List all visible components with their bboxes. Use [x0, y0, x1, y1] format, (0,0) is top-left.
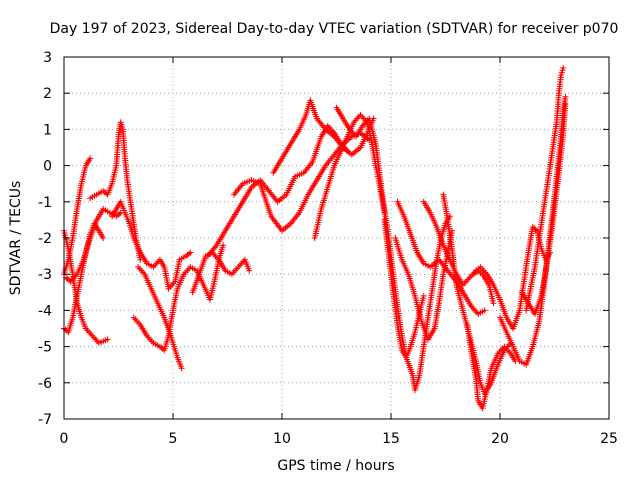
- series-arc-18: [420, 198, 497, 307]
- data-point-marker: [490, 300, 497, 307]
- y-tick-label: 2: [43, 86, 52, 102]
- series-arc-7: [130, 242, 227, 354]
- x-tick-label: 15: [382, 431, 400, 447]
- y-tick-label: 0: [43, 159, 52, 175]
- grid: [64, 57, 609, 419]
- y-tick-label: -4: [38, 303, 52, 319]
- data-point-marker: [220, 242, 227, 249]
- data-point-marker: [562, 93, 569, 100]
- series-arc-15: [381, 216, 427, 361]
- data-point-marker: [420, 292, 427, 299]
- data-point-marker: [481, 307, 488, 314]
- y-tick-label: 3: [43, 50, 52, 66]
- x-tick-label: 10: [273, 431, 291, 447]
- y-tick-labels: -7 -6 -5 -4 -3 -2 -1 0 1 2 3: [38, 50, 52, 428]
- y-axis-label: SDTVAR / TECUs: [8, 181, 24, 296]
- data-point-marker: [87, 155, 94, 162]
- chart-title: Day 197 of 2023, Sidereal Day-to-day VTE…: [50, 21, 619, 37]
- data-point-marker: [100, 235, 107, 241]
- data-point-marker: [246, 267, 253, 274]
- series-arc-23: [523, 64, 567, 314]
- y-tick-label: -6: [38, 376, 52, 392]
- data-point-marker: [560, 64, 567, 71]
- data-point-marker: [562, 101, 569, 108]
- series-arc-11: [231, 130, 373, 234]
- y-tick-label: -3: [38, 267, 52, 283]
- data-point-marker: [187, 249, 194, 256]
- series-arc-6: [109, 198, 194, 292]
- data-point-marker: [178, 365, 185, 372]
- y-tick-label: 1: [43, 122, 52, 138]
- series-arc-20: [464, 321, 519, 412]
- x-axis-label: GPS time / hours: [277, 458, 394, 474]
- series-arc-4: [63, 206, 124, 285]
- data-point-marker: [186, 250, 192, 257]
- y-tick-label: -2: [38, 231, 52, 247]
- series-group: [61, 64, 569, 412]
- series-arc-8: [135, 264, 185, 372]
- x-tick-label: 5: [169, 431, 178, 447]
- y-tick-label: -5: [38, 340, 52, 356]
- y-tick-label: -1: [38, 195, 52, 211]
- x-tick-label: 25: [600, 431, 618, 447]
- series-arc-24: [518, 101, 569, 317]
- x-tick-label: 0: [60, 431, 69, 447]
- tick-marks: [63, 56, 610, 420]
- data-point-marker: [66, 277, 73, 284]
- data-point-marker: [104, 336, 111, 343]
- y-tick-label: -7: [38, 412, 52, 428]
- x-tick-labels: 0 5 10 15 20 25: [60, 431, 618, 447]
- x-tick-label: 20: [491, 431, 509, 447]
